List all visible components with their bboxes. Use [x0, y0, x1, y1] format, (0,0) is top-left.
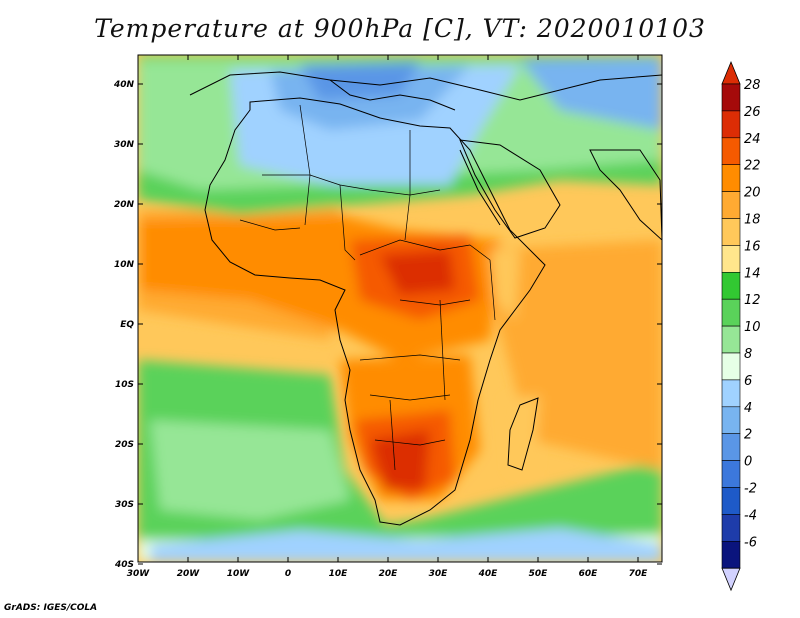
arabia-coastline — [459, 139, 561, 239]
lon-tick-label: 0 — [285, 569, 291, 579]
mediterranean-coast — [329, 79, 456, 111]
colorbar-label: 2 — [744, 428, 752, 443]
colorbar-label: 6 — [744, 374, 752, 389]
colorbar-swatch — [721, 433, 741, 461]
colorbar-swatch — [721, 325, 741, 354]
colorbar-label: 28 — [744, 78, 761, 93]
map-title: Temperature at 900hPa [C], VT: 202001010… — [94, 14, 706, 43]
lon-tick-label: 30W — [127, 569, 151, 579]
colorbar-swatch — [721, 379, 741, 408]
coastlines — [189, 71, 662, 526]
lon-tick-label: 40E — [478, 569, 499, 579]
colorbar-swatch — [721, 540, 741, 569]
lon-tick-label: 70E — [629, 569, 649, 579]
colorbar-swatch — [721, 191, 741, 219]
colorbar-swatch — [721, 514, 741, 542]
colorbar-label: 16 — [744, 239, 761, 254]
lon-tick-label: 10E — [329, 569, 349, 579]
colorbar-label: 8 — [744, 347, 752, 362]
lon-tick-label: 20W — [177, 569, 201, 579]
lon-tick-label: 10W — [227, 569, 251, 579]
colorbar-swatch — [721, 352, 741, 381]
lat-tick-label: 40N — [113, 80, 135, 90]
latitude-axis: 40N 30N 20N 10N EQ 10S 20S 30S 40S — [113, 80, 662, 570]
colorbar-label: 4 — [744, 401, 752, 416]
colorbar-label: 18 — [744, 213, 761, 228]
temperature-field — [138, 55, 662, 562]
colorbar-label: 14 — [744, 266, 761, 281]
colorbar-label: 10 — [744, 320, 761, 335]
colorbar-label: 0 — [744, 455, 752, 470]
colorbar-swatch — [721, 164, 741, 192]
colorbar-label: 22 — [744, 159, 761, 174]
colorbar-label: 20 — [744, 186, 761, 201]
political-boundaries — [239, 104, 496, 471]
colorbar-label: 26 — [744, 105, 761, 120]
colorbar-swatch — [721, 460, 741, 488]
colorbar-swatch — [721, 298, 741, 327]
europe-coastline — [189, 71, 662, 101]
lat-tick-label: 20S — [115, 440, 134, 450]
colorbar-label: 12 — [744, 293, 761, 308]
colorbar-label: -2 — [744, 482, 757, 497]
lat-tick-label: 10N — [114, 260, 135, 270]
credit-text: GrADS: IGES/COLA — [4, 603, 98, 613]
lat-tick-label: 10S — [115, 380, 134, 390]
colorbar-swatch — [721, 245, 741, 273]
map-frame — [137, 54, 663, 563]
lon-tick-label: 60E — [579, 569, 599, 579]
colorbar-label: 24 — [744, 132, 761, 147]
lat-tick-label: 40S — [114, 560, 134, 570]
lon-tick-label: 20E — [379, 569, 399, 579]
colorbar-swatch — [721, 83, 741, 112]
red-sea — [459, 149, 501, 226]
colorbar-swatch — [721, 406, 741, 434]
colorbar-label: -4 — [744, 508, 757, 523]
colorbar-swatch — [721, 137, 741, 166]
colorbar-cap-top — [721, 60, 741, 85]
lat-tick-label: 30N — [114, 140, 135, 150]
colorbar-swatch — [721, 487, 741, 515]
colorbar-swatch — [721, 110, 741, 139]
colorbar-swatch — [721, 271, 741, 300]
colorbar-label: -6 — [744, 535, 757, 550]
colorbar-swatch — [721, 218, 741, 246]
longitude-axis: 30W 20W 10W 0 10E 20E 30E 40E 50E 60E 70E — [127, 55, 648, 579]
africa-coastline — [204, 97, 546, 526]
colorbar-cap-bottom — [721, 567, 741, 592]
india-coastline — [589, 149, 662, 241]
lon-tick-label: 50E — [529, 569, 549, 579]
lat-tick-label: EQ — [120, 320, 134, 330]
madagascar-coastline — [507, 397, 539, 471]
lat-tick-label: 30S — [115, 500, 134, 510]
lon-tick-label: 30E — [429, 569, 449, 579]
lat-tick-label: 20N — [114, 200, 135, 210]
